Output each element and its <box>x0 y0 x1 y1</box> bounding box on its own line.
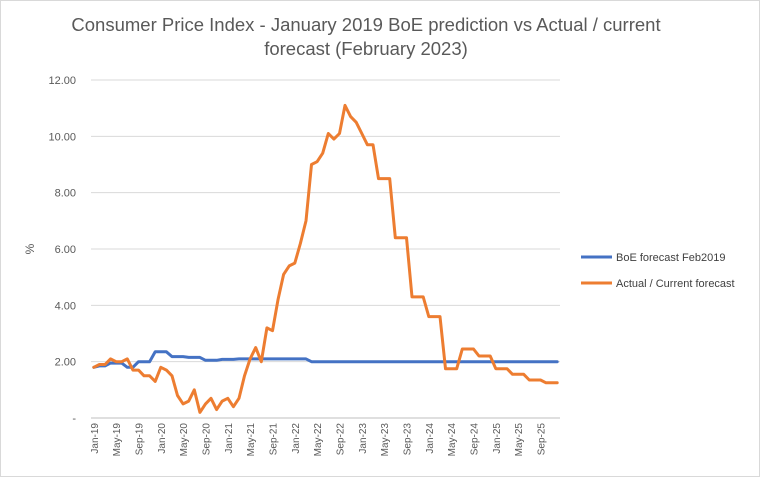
x-tick-label: Sep-23 <box>402 423 413 456</box>
y-tick-label: 6.00 <box>55 244 76 256</box>
x-tick-label: Sep-19 <box>134 423 145 456</box>
x-tick-label: May-24 <box>447 423 458 457</box>
y-tick-label: 8.00 <box>55 188 76 200</box>
y-tick-label: 10.00 <box>48 131 76 143</box>
series-line-1 <box>92 350 559 369</box>
y-tick-label: 4.00 <box>55 300 76 312</box>
x-tick-label: Jan-22 <box>291 423 302 454</box>
x-tick-label: Sep-25 <box>536 423 547 456</box>
x-tick-label: Sep-22 <box>335 423 346 456</box>
x-tick-label: May-23 <box>380 423 391 457</box>
x-tick-label: May-25 <box>514 423 525 457</box>
chart-title-line-2: forecast (February 2023) <box>264 38 468 59</box>
x-tick-label: Sep-21 <box>268 423 279 456</box>
x-tick-label: May-21 <box>246 423 257 457</box>
y-tick-label: 2.00 <box>55 357 76 369</box>
x-tick-label: Sep-24 <box>469 423 480 456</box>
x-tick-label: Jan-24 <box>425 423 436 454</box>
x-tick-label: Jan-19 <box>90 423 101 454</box>
x-tick-label: May-19 <box>112 423 123 457</box>
y-tick-label: 12.00 <box>48 75 76 87</box>
y-axis-label: % <box>23 243 37 254</box>
x-tick-label: May-22 <box>313 423 324 457</box>
series-line-2 <box>92 103 559 414</box>
x-tick-label: Jan-25 <box>492 423 503 454</box>
x-tick-label: Jan-20 <box>157 423 168 454</box>
x-tick-label: Sep-20 <box>201 423 212 456</box>
x-tick-label: May-20 <box>179 423 190 457</box>
y-tick-label: - <box>72 413 76 425</box>
x-tick-label: Jan-23 <box>358 423 369 454</box>
chart-title-line-1: Consumer Price Index - January 2019 BoE … <box>71 14 661 35</box>
x-tick-label: Jan-21 <box>224 423 235 454</box>
chart-title: Consumer Price Index - January 2019 BoE … <box>41 13 691 61</box>
legend-label-1: BoE forecast Feb2019 <box>616 252 725 264</box>
legend-label-2: Actual / Current forecast <box>616 278 735 290</box>
